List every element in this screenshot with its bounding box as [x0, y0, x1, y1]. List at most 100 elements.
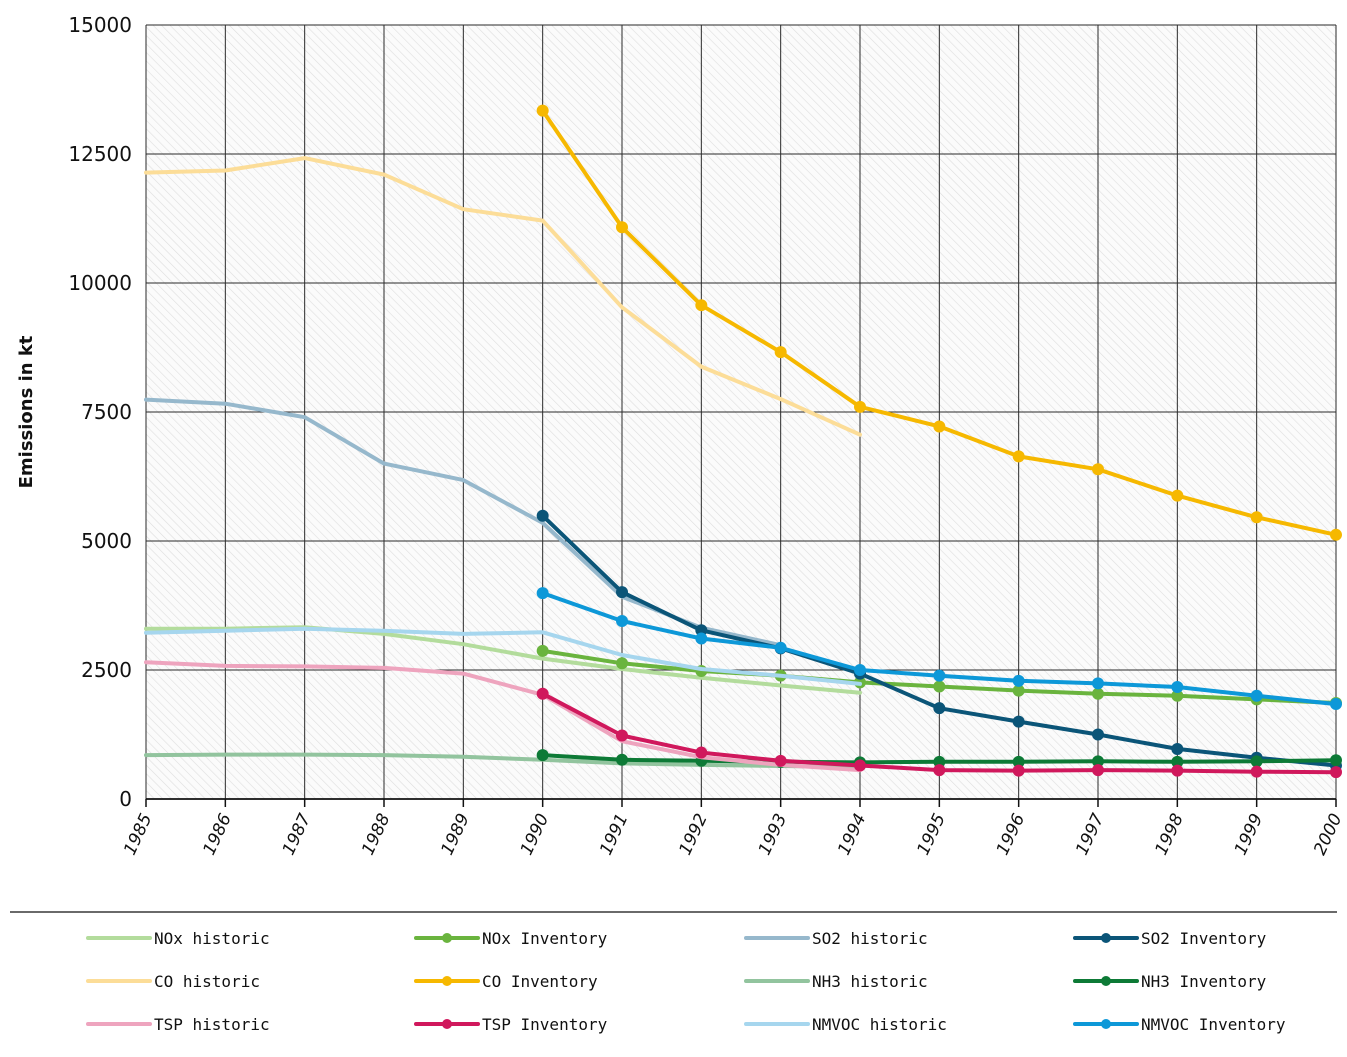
legend-label: SO2 Inventory — [1141, 929, 1267, 948]
data-point — [1171, 742, 1184, 755]
data-point — [1330, 528, 1342, 541]
y-tick-label: 2500 — [81, 658, 132, 682]
data-point — [1171, 489, 1184, 502]
data-point — [536, 509, 549, 522]
y-tick-label: 7500 — [81, 400, 132, 424]
y-tick-label: 10000 — [68, 271, 132, 295]
series-co-inventory — [536, 104, 1342, 541]
legend-item: TSP Inventory — [414, 1015, 608, 1034]
data-point — [1092, 687, 1104, 700]
data-point — [1012, 450, 1025, 463]
x-tick-label: 1993 — [755, 811, 791, 859]
data-point — [1171, 689, 1184, 702]
data-point — [616, 657, 628, 670]
x-tick-label: 1997 — [1072, 810, 1108, 858]
data-point — [933, 764, 946, 777]
data-point — [1012, 715, 1025, 728]
y-tick-label: 12500 — [68, 142, 132, 166]
series-lines — [144, 104, 1342, 779]
legend-label: SO2 historic — [812, 929, 928, 948]
legend-label: NMVOC Inventory — [1141, 1015, 1286, 1034]
x-tick-label: 1996 — [993, 810, 1029, 858]
series-co-historic — [144, 156, 862, 437]
data-point — [1092, 728, 1104, 741]
data-point — [1171, 681, 1184, 694]
data-point — [695, 746, 708, 759]
data-point — [1092, 755, 1104, 768]
data-point — [854, 759, 866, 772]
legend-marker — [442, 1019, 452, 1029]
x-tick-label: 1987 — [279, 810, 315, 858]
data-point — [933, 420, 946, 433]
legend-item: TSP historic — [86, 1015, 270, 1034]
y-tick-label: 5000 — [81, 529, 132, 553]
data-point — [616, 586, 628, 599]
legend-marker — [1101, 933, 1111, 943]
data-point — [1012, 755, 1025, 768]
legend-label: NH3 historic — [812, 972, 928, 991]
data-point — [536, 587, 549, 600]
data-point — [616, 221, 628, 234]
data-point — [536, 104, 549, 117]
data-point — [933, 702, 946, 715]
y-tick-label: 0 — [119, 787, 132, 811]
data-point — [536, 749, 549, 762]
data-point — [695, 299, 708, 312]
data-point — [536, 644, 549, 657]
legend-item: CO Inventory — [414, 972, 598, 991]
series-line — [144, 660, 862, 773]
data-point — [1250, 511, 1263, 524]
legend-label: NOx historic — [154, 929, 270, 948]
legend-item: SO2 Inventory — [1073, 929, 1267, 948]
series-line — [144, 752, 862, 769]
x-tick-label: 1991 — [596, 811, 632, 859]
legend-label: NOx Inventory — [482, 929, 608, 948]
legend-label: CO historic — [154, 972, 260, 991]
x-tick-label: 1989 — [437, 811, 473, 859]
data-point — [1012, 684, 1025, 697]
data-point — [1330, 754, 1342, 767]
data-point — [1092, 463, 1104, 476]
legend-item: NOx Inventory — [414, 929, 608, 948]
data-point — [695, 632, 708, 645]
x-tick-label: 1988 — [358, 810, 394, 858]
y-axis-title: Emissions in kt — [16, 335, 37, 488]
legend-label: CO Inventory — [482, 972, 598, 991]
data-point — [1250, 765, 1263, 778]
legend-item: SO2 historic — [744, 929, 928, 948]
x-tick-label: 1994 — [834, 811, 870, 859]
data-point — [1092, 764, 1104, 777]
series-nmvoc-historic — [144, 626, 862, 686]
data-point — [536, 687, 549, 700]
series-tsp-inventory — [536, 687, 1342, 779]
data-point — [1012, 764, 1025, 777]
x-tick-label: 1990 — [517, 811, 553, 859]
x-tick-label: 1985 — [120, 811, 156, 859]
data-point — [695, 624, 708, 637]
legend-label: NH3 Inventory — [1141, 972, 1267, 991]
legend-marker — [442, 976, 452, 986]
legend-item: NOx historic — [86, 929, 270, 948]
legend-item: NMVOC historic — [744, 1015, 947, 1034]
data-point — [854, 400, 866, 413]
x-tick-label: 2000 — [1310, 811, 1346, 859]
legend-item: NH3 Inventory — [1073, 972, 1267, 991]
data-point — [616, 729, 628, 742]
legend-marker — [1101, 1019, 1111, 1029]
data-point — [1171, 764, 1184, 777]
data-point — [1330, 698, 1342, 711]
data-point — [1250, 689, 1263, 702]
y-tick-label: 15000 — [68, 13, 132, 37]
data-point — [933, 755, 946, 768]
series-nh3-historic — [144, 752, 862, 769]
data-point — [1171, 755, 1184, 768]
data-point — [933, 669, 946, 682]
legend: NOx historic NOx Inventory SO2 historic SO2… — [86, 929, 1286, 1034]
data-point — [1330, 766, 1342, 779]
data-point — [1250, 755, 1263, 768]
data-point — [774, 641, 787, 654]
series-nmvoc-inventory — [536, 587, 1342, 711]
x-tick-label: 1992 — [675, 811, 711, 859]
